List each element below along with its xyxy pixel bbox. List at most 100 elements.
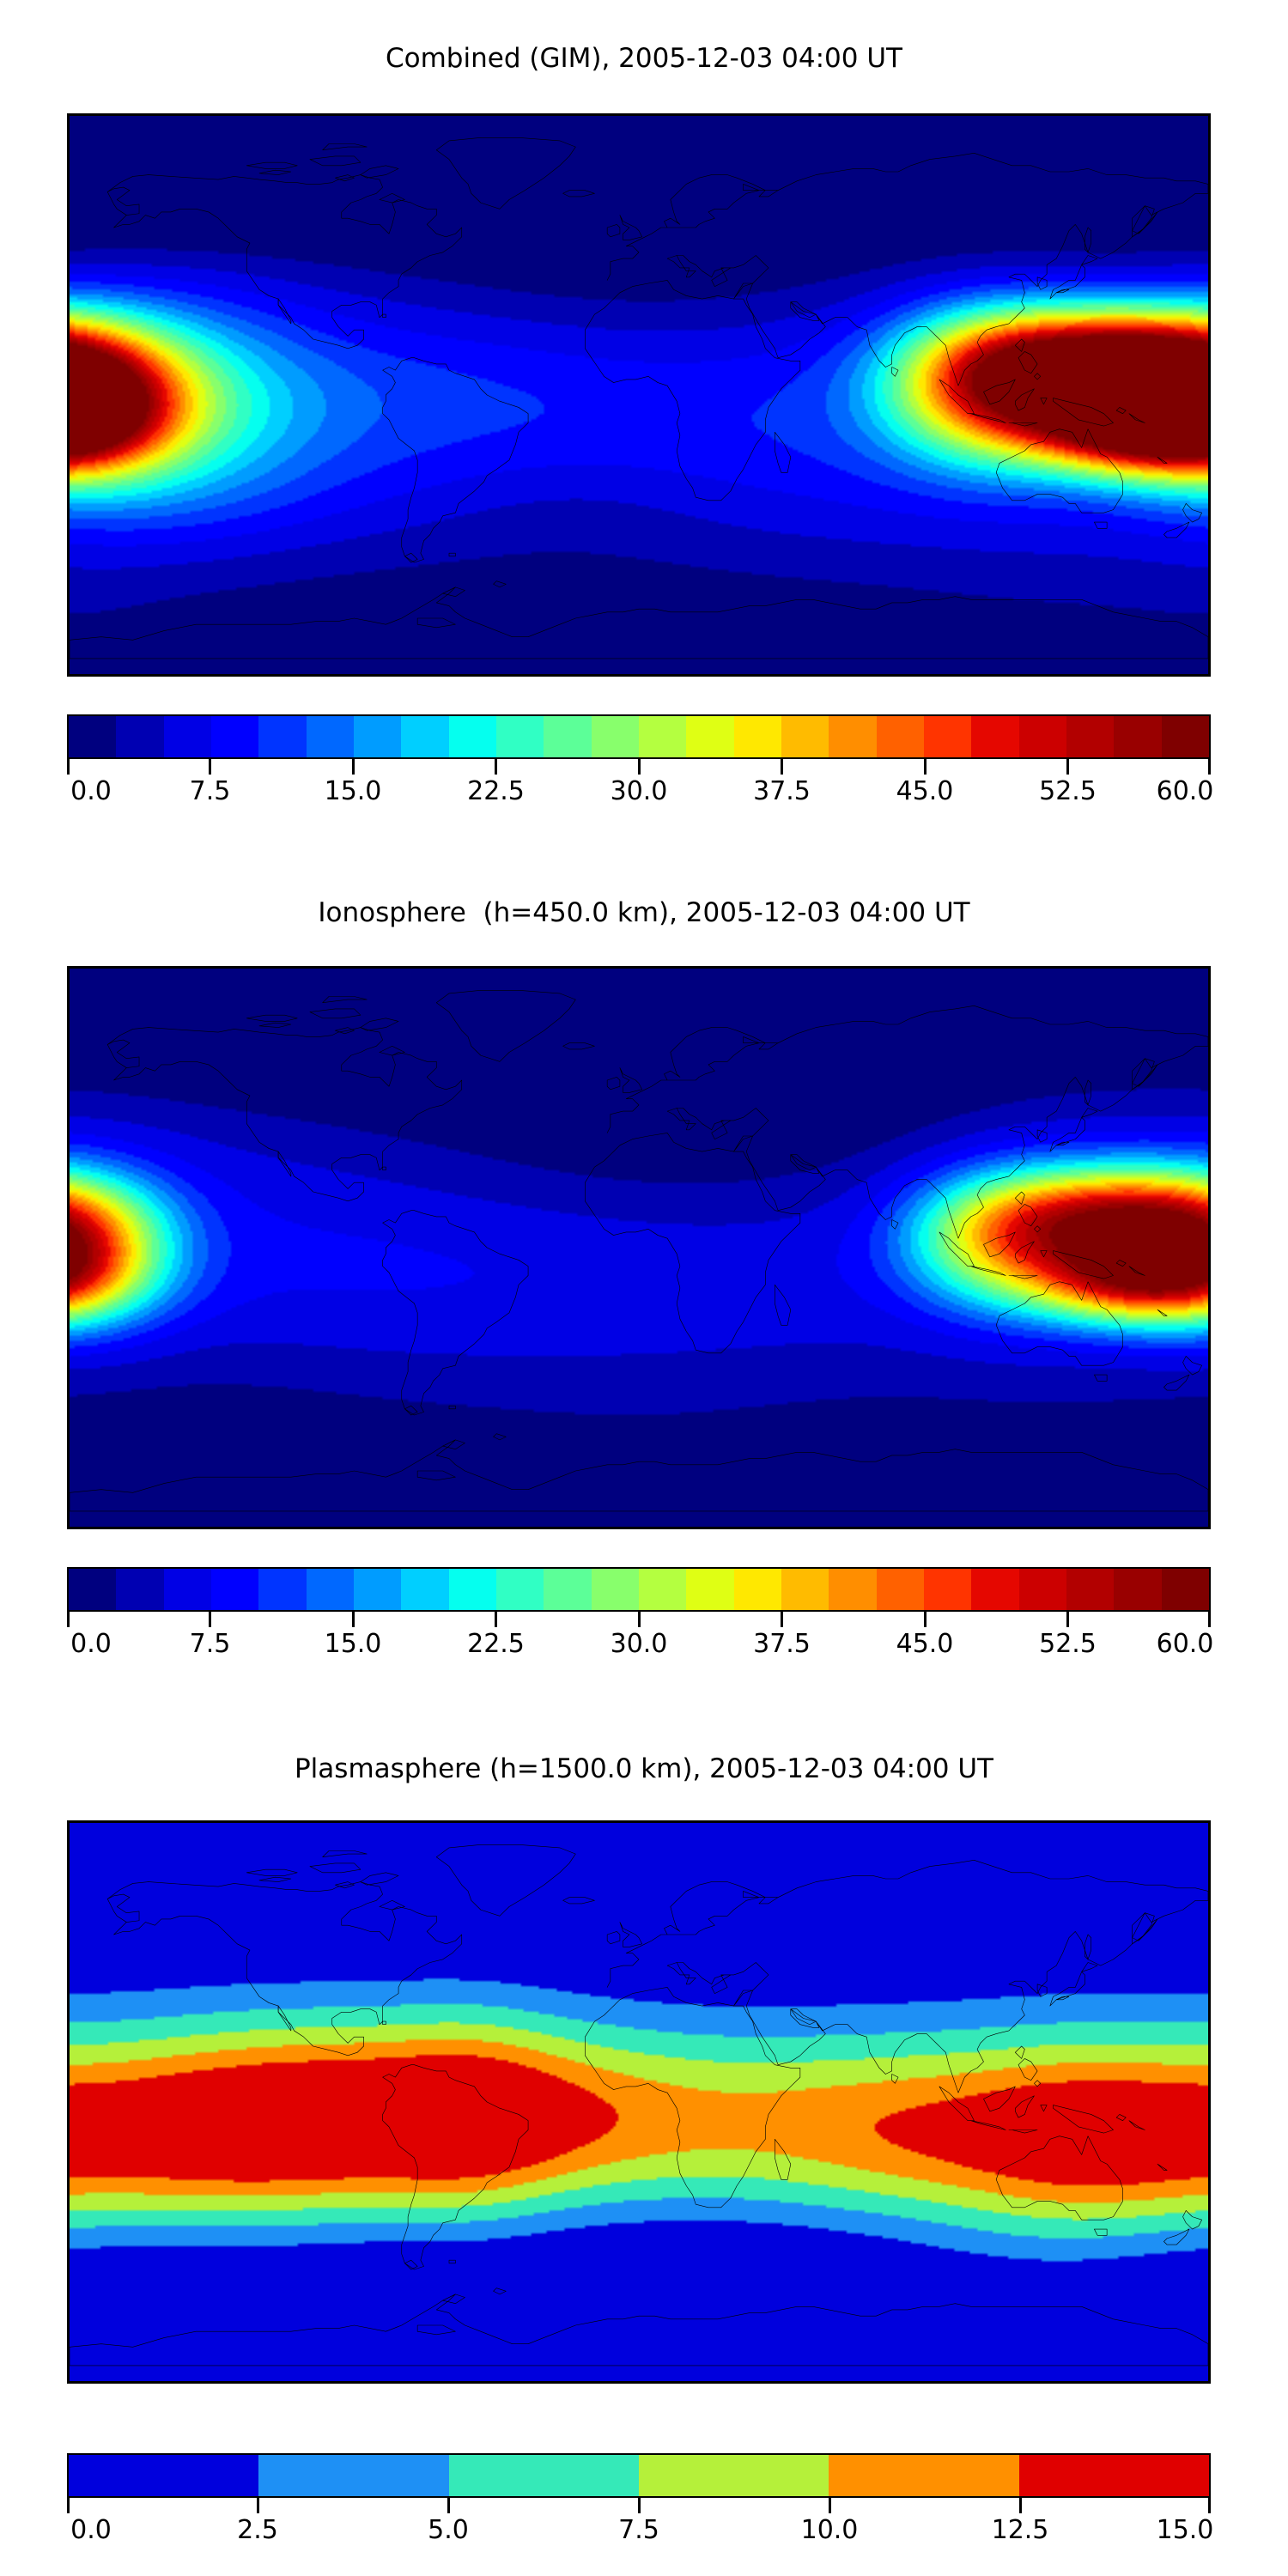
coastline — [983, 380, 1015, 404]
colorbar-tick — [923, 1612, 927, 1627]
colorbar-tick-label: 60.0 — [1156, 776, 1214, 806]
coastline — [775, 1285, 790, 1325]
colorbar-segment — [116, 716, 164, 757]
coastline — [259, 170, 291, 174]
colorbar-tick-label: 2.5 — [237, 2515, 278, 2545]
colorbar-segment — [69, 1569, 117, 1610]
coastline — [1037, 1130, 1047, 1142]
colorbar-tick-label: 45.0 — [896, 776, 954, 806]
colorbar-segment — [1066, 716, 1115, 757]
coastline — [404, 2260, 417, 2269]
coastline-overlay — [70, 116, 1208, 674]
panel-title: Ionosphere (h=450.0 km), 2005-12-03 04:0… — [318, 897, 970, 928]
colorbar — [67, 1567, 1211, 1612]
coastline — [677, 1109, 769, 1152]
colorbar-tick-labels: 0.0 7.5 15.0 22.5 30.0 37.5 45.0 52.5 60.0 — [67, 1629, 1213, 1668]
coastline — [1094, 522, 1107, 528]
colorbar-segment — [258, 716, 307, 757]
coastline — [278, 2006, 291, 2031]
coastline — [259, 1877, 291, 1881]
colorbar-tick — [781, 759, 783, 775]
colorbar-segment — [829, 1569, 877, 1610]
coastline — [996, 429, 1122, 513]
coastline — [563, 191, 595, 197]
coastline — [1157, 457, 1167, 463]
colorbar-tick — [637, 759, 641, 775]
coastline — [585, 280, 799, 500]
coastline — [971, 1267, 1006, 1276]
colorbar-tick-labels: 0.0 7.5 15.0 22.5 30.0 37.5 45.0 52.5 60.0 — [67, 776, 1214, 816]
coastline — [1037, 277, 1047, 289]
colorbar-segment — [971, 716, 1019, 757]
colorbar-segment — [781, 1569, 829, 1610]
coastline — [1018, 2058, 1037, 2080]
colorbar-segment — [923, 716, 972, 757]
coastline — [1015, 1192, 1024, 1204]
coastline — [380, 1046, 404, 1055]
colorbar-segment — [69, 716, 117, 757]
colorbar-tick-label: 45.0 — [896, 1629, 954, 1659]
coastline — [1084, 1935, 1091, 1959]
coastline — [607, 1028, 778, 1133]
coastline — [775, 432, 790, 472]
colorbar-segment — [591, 1569, 639, 1610]
colorbar-tick — [351, 759, 355, 775]
coastline — [494, 581, 507, 587]
panel-ionosphere-450: Ionosphere (h=450.0 km), 2005-12-03 04:0… — [0, 854, 1288, 1713]
map-inner — [70, 1823, 1208, 2381]
colorbar — [67, 714, 1211, 759]
coastline — [1056, 1142, 1069, 1145]
coastline — [1133, 1913, 1155, 1944]
coastline — [383, 358, 528, 562]
colorbar-segment — [1161, 1569, 1209, 1610]
coastline — [1094, 1375, 1107, 1381]
colorbar-tick — [67, 1612, 70, 1627]
coastline — [323, 1851, 368, 1857]
coastline — [1056, 289, 1069, 293]
colorbar-tick-label: 30.0 — [610, 776, 668, 806]
coastline — [1163, 1375, 1188, 1390]
map-inner — [70, 969, 1208, 1527]
coastline — [404, 1406, 417, 1415]
coastline — [70, 1440, 1208, 1511]
tec-field-raster — [70, 116, 1208, 674]
coastline — [1041, 1251, 1047, 1257]
coastline — [939, 380, 975, 414]
coastline — [892, 2075, 898, 2084]
colorbar-segment — [448, 1569, 496, 1610]
colorbar-segment — [69, 2455, 259, 2496]
coastline — [335, 175, 354, 181]
coastline-overlay — [70, 969, 1208, 1527]
coastline — [436, 1844, 575, 1916]
coastline — [1034, 2081, 1040, 2087]
coastline — [494, 2288, 507, 2294]
coastline — [620, 1068, 642, 1093]
colorbar-ticks — [67, 1612, 1211, 1629]
colorbar-segment — [686, 716, 734, 757]
colorbar-tick — [1208, 1612, 1211, 1627]
coastline — [1009, 2130, 1037, 2134]
coastline — [1157, 1309, 1167, 1315]
coastline — [1015, 339, 1024, 351]
coastline — [310, 1863, 361, 1873]
coastline — [1183, 503, 1202, 522]
coastline — [1133, 1059, 1155, 1090]
coastline — [383, 1167, 386, 1170]
colorbar-group: 0.0 2.5 5.0 7.5 10.0 12.5 15.0 — [67, 2453, 1213, 2555]
coastline — [1015, 2046, 1024, 2058]
coastline — [1050, 256, 1097, 300]
coastline — [620, 1923, 642, 1947]
coastline — [1015, 389, 1034, 410]
colorbar-segment — [1066, 1569, 1115, 1610]
coastline — [667, 256, 696, 277]
colorbar-tick-label: 5.0 — [428, 2515, 469, 2545]
coastline — [361, 1873, 398, 1885]
colorbar-segment — [876, 1569, 924, 1610]
coastline — [436, 990, 575, 1061]
colorbar-group: 0.0 7.5 15.0 22.5 30.0 37.5 45.0 52.5 60.0 — [67, 714, 1214, 816]
colorbar-tick — [209, 759, 211, 775]
coastline — [892, 1220, 898, 1230]
coastline — [1129, 1267, 1145, 1276]
coastline — [323, 997, 368, 1003]
coastline — [585, 1987, 799, 2207]
